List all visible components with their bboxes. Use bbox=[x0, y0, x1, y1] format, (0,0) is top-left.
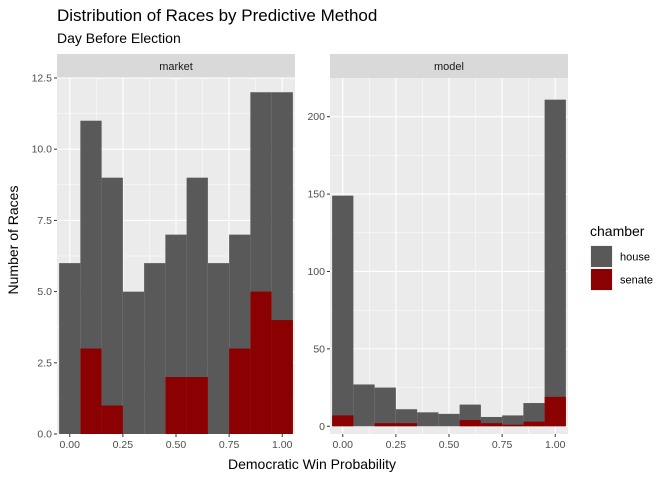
bar-senate bbox=[332, 415, 354, 427]
facet-strip bbox=[330, 54, 568, 78]
bar-house bbox=[207, 263, 230, 434]
bar-senate bbox=[271, 320, 293, 434]
x-tick-label: 0.75 bbox=[492, 439, 513, 451]
y-tick-label: 7.5 bbox=[37, 215, 52, 227]
y-tick-label: 0.0 bbox=[37, 429, 52, 441]
bar-house bbox=[353, 384, 375, 427]
bar-house bbox=[101, 177, 123, 434]
bar-senate bbox=[165, 377, 187, 434]
legend-title: chamber bbox=[590, 223, 645, 239]
bar-house bbox=[544, 99, 566, 427]
bar-senate bbox=[502, 424, 524, 427]
bar-house bbox=[395, 409, 418, 427]
bar-house bbox=[59, 263, 81, 434]
facet-strip-label: model bbox=[434, 61, 464, 73]
bar-house bbox=[523, 403, 545, 427]
panel-market: market 0.00 0.25 0.50 0.75 1.00 0.0 2.5 5.0 7.5 10… bbox=[32, 54, 295, 451]
y-tick-label: 0 bbox=[319, 421, 325, 433]
x-axis-label: Democratic Win Probability bbox=[228, 456, 396, 472]
x-tick-label: 0.00 bbox=[333, 439, 354, 451]
bar-senate bbox=[544, 396, 566, 427]
x-tick-label: 0.25 bbox=[386, 439, 407, 451]
legend-swatch-house bbox=[591, 246, 612, 267]
chart-title: Distribution of Races by Predictive Meth… bbox=[57, 6, 377, 25]
bar-senate bbox=[101, 405, 123, 434]
y-tick-label: 150 bbox=[307, 189, 325, 201]
bar-senate bbox=[480, 423, 503, 427]
x-tick-label: 1.00 bbox=[545, 439, 566, 451]
x-tick-label: 0.75 bbox=[219, 439, 240, 451]
legend: chamber house senate bbox=[590, 223, 653, 291]
y-tick-label: 100 bbox=[307, 266, 325, 278]
bar-senate bbox=[395, 423, 418, 427]
bar-house bbox=[480, 416, 503, 427]
bar-house bbox=[332, 195, 354, 427]
bar-house bbox=[144, 263, 166, 434]
bar-senate bbox=[374, 423, 396, 427]
bar-senate bbox=[80, 348, 102, 434]
bar-senate bbox=[186, 377, 208, 434]
y-tick-label: 12.5 bbox=[32, 73, 53, 85]
bar-house bbox=[417, 412, 439, 427]
panel-model: model 0.00 0.25 0.50 0.75 1.00 0 50 100 150 200 bbox=[307, 54, 568, 451]
bar-senate bbox=[459, 420, 481, 427]
y-tick-label: 10.0 bbox=[32, 144, 53, 156]
x-tick-label: 0.50 bbox=[166, 439, 187, 451]
bar-house bbox=[438, 413, 460, 427]
legend-label-house: house bbox=[620, 252, 650, 264]
bar-senate bbox=[229, 348, 251, 434]
y-axis-label: Number of Races bbox=[5, 186, 21, 295]
facet-strip-label: market bbox=[159, 61, 193, 73]
bar-senate bbox=[250, 291, 272, 434]
y-tick-label: 200 bbox=[307, 111, 325, 123]
x-tick-label: 0.50 bbox=[439, 439, 460, 451]
bar-house bbox=[502, 415, 524, 427]
bar-house bbox=[186, 177, 208, 434]
bar-house bbox=[374, 387, 396, 427]
x-tick-label: 1.00 bbox=[272, 439, 293, 451]
bar-house bbox=[122, 291, 145, 434]
x-tick-label: 0.25 bbox=[113, 439, 134, 451]
x-tick-label: 0.00 bbox=[60, 439, 81, 451]
y-tick-label: 5.0 bbox=[37, 286, 52, 298]
chart-subtitle: Day Before Election bbox=[57, 30, 181, 46]
bar-senate bbox=[523, 421, 545, 427]
facet-strip bbox=[57, 54, 295, 78]
y-tick-label: 2.5 bbox=[37, 357, 52, 369]
y-tick-label: 50 bbox=[313, 343, 325, 355]
legend-label-senate: senate bbox=[620, 275, 653, 287]
legend-swatch-senate bbox=[591, 269, 612, 290]
